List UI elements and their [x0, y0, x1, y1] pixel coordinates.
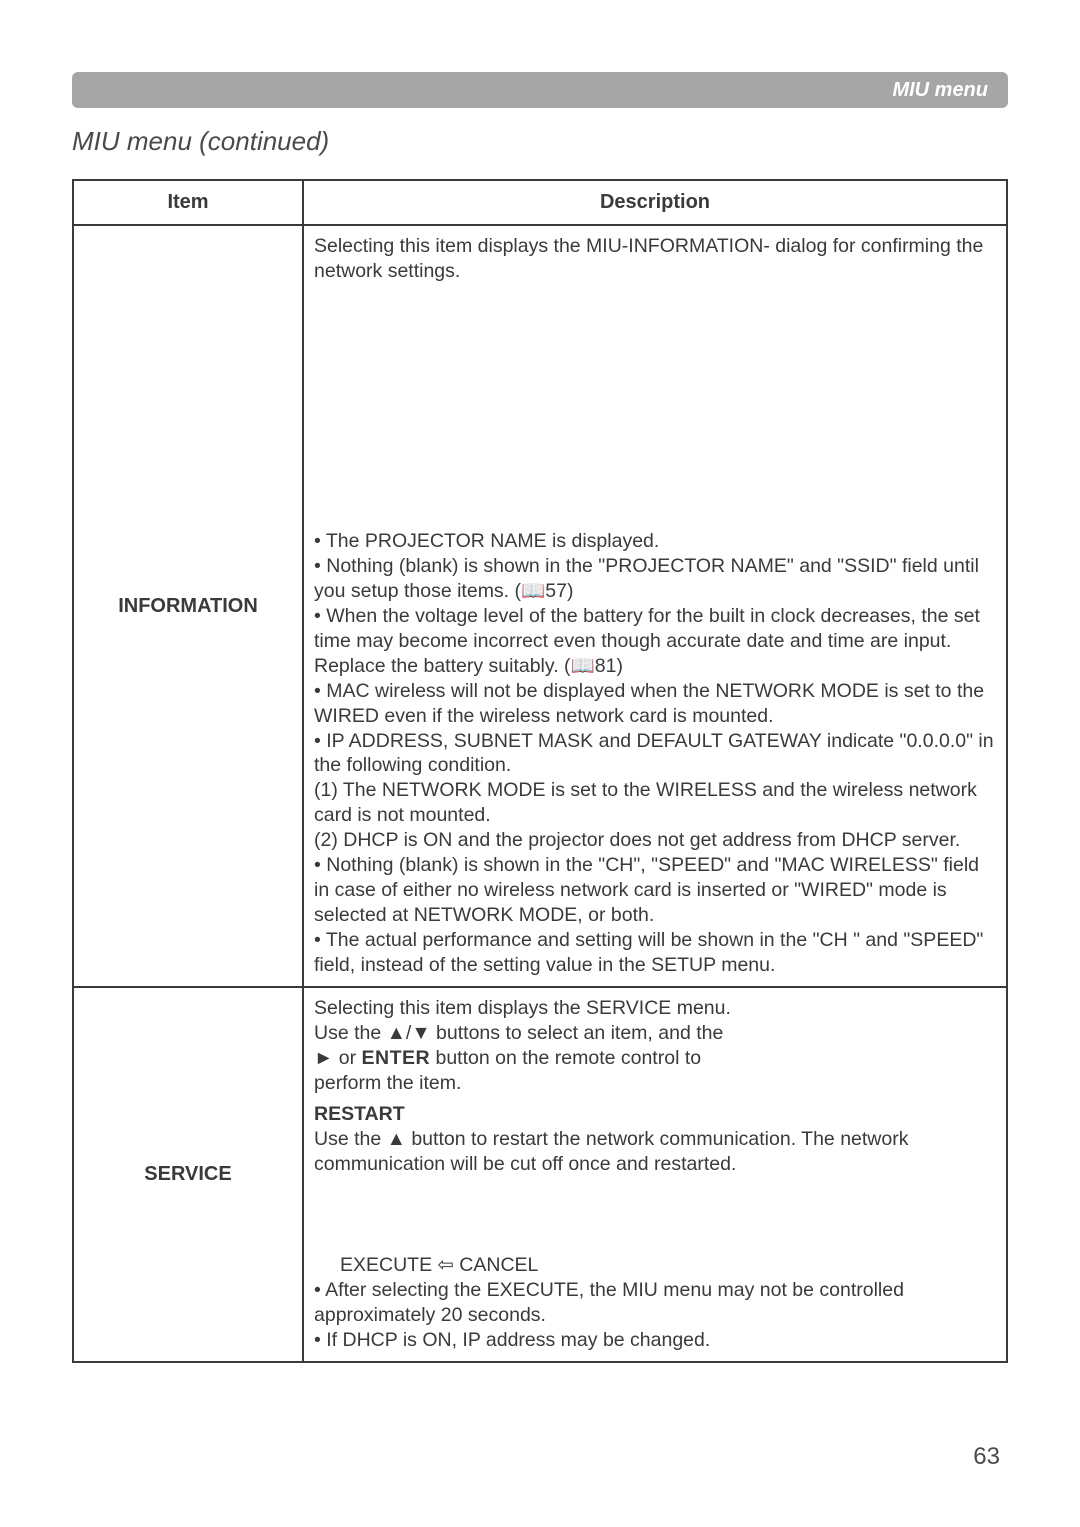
svc-suffix: button on the remote control to: [430, 1047, 701, 1069]
info-bullet: • IP ADDRESS, SUBNET MASK and DEFAULT GA…: [314, 729, 996, 779]
svc-intro-line: perform the item.: [314, 1071, 996, 1096]
info-bullet: • Nothing (blank) is shown in the "PROJE…: [314, 554, 996, 604]
execute-cancel-line: EXECUTE ⇦ CANCEL: [314, 1253, 996, 1278]
enter-button-label: ENTER: [361, 1047, 430, 1069]
info-bullet: • The actual performance and setting wil…: [314, 928, 996, 978]
after-execute-note: • After selecting the EXECUTE, the MIU m…: [314, 1278, 996, 1328]
svc-intro-line: Use the ▲/▼ buttons to select an item, a…: [314, 1021, 996, 1046]
description-information: Selecting this item displays the MIU-INF…: [303, 225, 1007, 987]
page-number: 63: [973, 1443, 1000, 1471]
dhcp-note: • If DHCP is ON, IP address may be chang…: [314, 1328, 996, 1353]
info-bullet: • MAC wireless will not be displayed whe…: [314, 679, 996, 729]
restart-body: Use the ▲ button to restart the network …: [314, 1127, 996, 1177]
col-header-item: Item: [73, 180, 303, 225]
restart-heading: RESTART: [314, 1102, 405, 1127]
info-intro: Selecting this item displays the MIU-INF…: [314, 234, 996, 284]
header-title: MIU menu: [892, 79, 988, 102]
miu-table: Item Description INFORMATION Selecting t…: [72, 179, 1008, 1363]
header-bar: MIU menu: [72, 72, 1008, 108]
svc-intro-line: Selecting this item displays the SERVICE…: [314, 996, 996, 1021]
table-row: INFORMATION Selecting this item displays…: [73, 225, 1007, 987]
info-bullet: (2) DHCP is ON and the projector does no…: [314, 828, 996, 853]
info-bullet: • Nothing (blank) is shown in the "CH", …: [314, 853, 996, 928]
service-dialog-placeholder: [314, 1177, 996, 1253]
col-header-description: Description: [303, 180, 1007, 225]
info-bullet: (1) The NETWORK MODE is set to the WIREL…: [314, 778, 996, 828]
info-bullet: • The PROJECTOR NAME is displayed.: [314, 529, 996, 554]
section-title: MIU menu (continued): [72, 126, 1008, 157]
svc-intro-line: ► or ENTER button on the remote control …: [314, 1046, 996, 1071]
table-row: SERVICE Selecting this item displays the…: [73, 987, 1007, 1361]
svc-prefix: ► or: [314, 1047, 361, 1069]
info-dialog-placeholder: [314, 284, 996, 529]
item-information: INFORMATION: [73, 225, 303, 987]
description-service: Selecting this item displays the SERVICE…: [303, 987, 1007, 1361]
item-service: SERVICE: [73, 987, 303, 1361]
info-bullet: • When the voltage level of the battery …: [314, 604, 996, 679]
